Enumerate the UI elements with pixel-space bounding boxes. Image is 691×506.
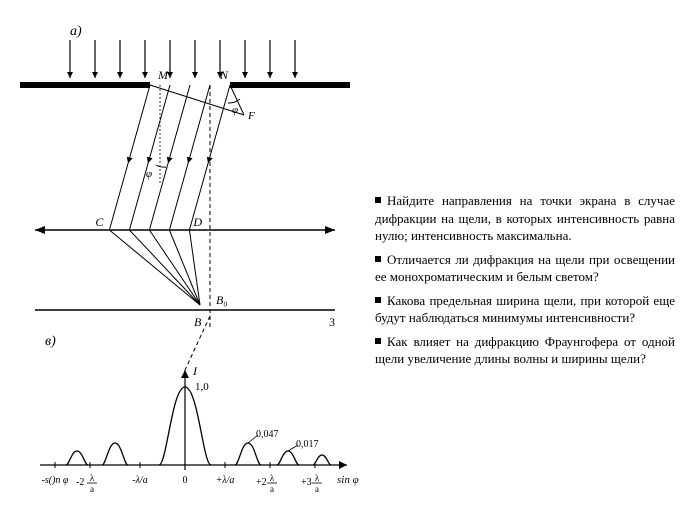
- svg-text:+2: +2: [256, 477, 267, 488]
- bullet-icon: [375, 297, 381, 303]
- question-item: Отличается ли дифракция на щели при осве…: [375, 251, 675, 286]
- svg-text:B: B: [194, 315, 202, 329]
- question-text: Отличается ли дифракция на щели при осве…: [375, 252, 675, 285]
- svg-text:I: I: [192, 364, 198, 378]
- svg-text:N: N: [219, 68, 229, 82]
- question-text: Как влияет на дифракцию Фраунгофера от о…: [375, 334, 675, 367]
- question-item: Как влияет на дифракцию Фраунгофера от о…: [375, 333, 675, 368]
- bullet-icon: [375, 256, 381, 262]
- svg-text:0,017: 0,017: [296, 439, 319, 450]
- svg-text:1,0: 1,0: [195, 381, 209, 393]
- svg-text:C: C: [95, 215, 104, 229]
- svg-text:λ: λ: [90, 473, 95, 483]
- svg-text:F: F: [247, 110, 255, 122]
- svg-text:a): a): [70, 24, 82, 39]
- svg-text:3: 3: [329, 315, 335, 329]
- bullet-icon: [375, 197, 381, 203]
- svg-text:φ: φ: [146, 168, 152, 180]
- svg-text:+3: +3: [301, 477, 312, 488]
- question-item: Найдите направления на точки экрана в сл…: [375, 192, 675, 245]
- svg-text:в): в): [45, 334, 56, 349]
- svg-text:φ: φ: [232, 104, 238, 116]
- figure-svg: a) M N Fφ φ C D B B₀ 3 в) Isin φ 1,0 0,047 0,017 -s()n …: [10, 10, 360, 496]
- svg-text:M: M: [157, 68, 169, 82]
- svg-text:-λ/a: -λ/a: [132, 475, 147, 486]
- svg-text:λ: λ: [315, 473, 320, 483]
- svg-text:B₀: B₀: [216, 293, 228, 307]
- bullet-icon: [375, 338, 381, 344]
- svg-text:D: D: [192, 215, 202, 229]
- svg-text:-s()n φ: -s()n φ: [42, 475, 69, 486]
- page: a) M N Fφ φ C D B B₀ 3 в) Isin φ 1,0 0,047 0,017 -s()n …: [0, 0, 691, 506]
- question-text: Найдите направления на точки экрана в сл…: [375, 193, 675, 243]
- question-text: Какова предельная ширина щели, при котор…: [375, 293, 675, 326]
- svg-text:a: a: [90, 484, 94, 494]
- svg-text:a: a: [315, 484, 319, 494]
- svg-text:-2: -2: [76, 477, 84, 488]
- diffraction-figure: a) M N Fφ φ C D B B₀ 3 в) Isin φ 1,0 0,047 0,017 -s()n …: [10, 10, 360, 496]
- svg-text:λ: λ: [270, 473, 275, 483]
- svg-text:+λ/a: +λ/a: [216, 475, 235, 486]
- svg-text:sin φ: sin φ: [337, 474, 359, 486]
- svg-text:a: a: [270, 484, 274, 494]
- svg-text:0,047: 0,047: [256, 429, 279, 440]
- questions-block: Найдите направления на точки экрана в сл…: [375, 192, 675, 374]
- svg-text:0: 0: [183, 475, 188, 486]
- question-item: Какова предельная ширина щели, при котор…: [375, 292, 675, 327]
